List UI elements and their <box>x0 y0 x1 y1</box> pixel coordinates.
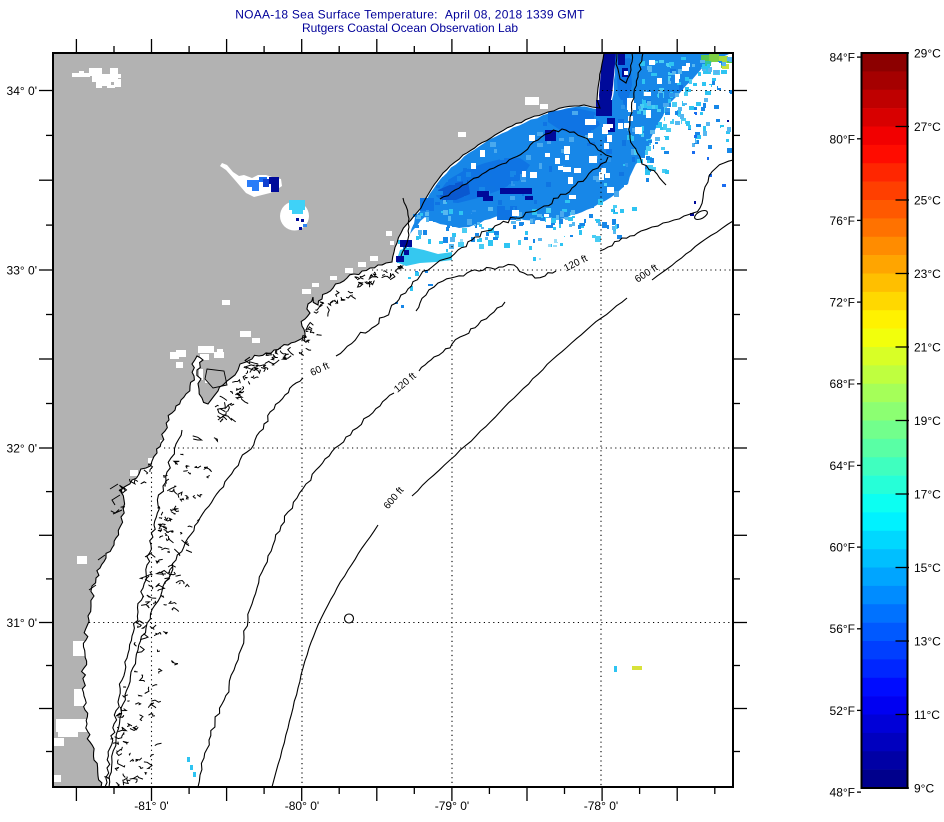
svg-text:27°C: 27°C <box>914 120 941 134</box>
svg-text:NOAA-18 Sea Surface Temperatur: NOAA-18 Sea Surface Temperature: April 0… <box>235 8 585 22</box>
svg-text:31° 0': 31° 0' <box>7 616 37 630</box>
svg-text:21°C: 21°C <box>914 341 941 355</box>
svg-text:80°F: 80°F <box>830 132 855 146</box>
svg-text:Rutgers Coastal Ocean Observat: Rutgers Coastal Ocean Observation Lab <box>302 21 518 35</box>
svg-text:13°C: 13°C <box>914 635 941 649</box>
svg-text:17°C: 17°C <box>914 488 941 502</box>
svg-text:23°C: 23°C <box>914 267 941 281</box>
svg-text:60°F: 60°F <box>830 541 855 555</box>
svg-text:48°F: 48°F <box>830 786 855 800</box>
svg-text:-80° 0': -80° 0' <box>285 799 319 813</box>
svg-text:-81° 0': -81° 0' <box>134 799 168 813</box>
svg-text:32° 0': 32° 0' <box>7 442 37 456</box>
svg-text:68°F: 68°F <box>830 377 855 391</box>
svg-text:11°C: 11°C <box>914 708 940 722</box>
svg-text:-78° 0': -78° 0' <box>584 799 618 813</box>
svg-text:34° 0': 34° 0' <box>7 84 37 98</box>
svg-text:52°F: 52°F <box>830 704 855 718</box>
svg-text:72°F: 72°F <box>830 296 855 310</box>
svg-text:64°F: 64°F <box>830 459 855 473</box>
svg-text:56°F: 56°F <box>830 622 855 636</box>
svg-text:33° 0': 33° 0' <box>7 264 37 278</box>
svg-text:9°C: 9°C <box>914 782 934 796</box>
svg-text:19°C: 19°C <box>914 414 941 428</box>
svg-text:25°C: 25°C <box>914 194 941 208</box>
svg-text:15°C: 15°C <box>914 561 941 575</box>
svg-text:84°F: 84°F <box>830 51 855 65</box>
svg-text:-79° 0': -79° 0' <box>435 799 469 813</box>
svg-text:29°C: 29°C <box>914 47 941 61</box>
svg-text:76°F: 76°F <box>830 214 855 228</box>
